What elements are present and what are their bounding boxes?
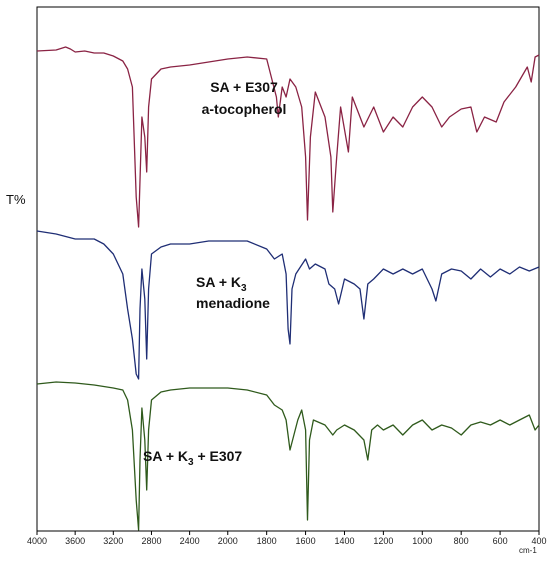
series-layer (36, 46, 540, 531)
annotation-mid-subscript: 3 (241, 283, 247, 294)
plot-frame (36, 6, 540, 532)
x-tick-label: 2000 (218, 536, 238, 546)
x-tick-label: 2800 (141, 536, 161, 546)
annotation-top-line1: SA + E307 (210, 79, 278, 95)
x-axis-unit: cm-1 (519, 546, 537, 555)
annotation-bottom: SA + K3 + E307 (143, 448, 242, 468)
spectrum-trace-1 (36, 46, 540, 228)
x-tick-label: 3200 (103, 536, 123, 546)
x-tick-label: 800 (454, 536, 469, 546)
x-tick-label: 600 (493, 536, 508, 546)
x-tick-label: 1400 (334, 536, 354, 546)
annotation-mid-line1: SA + K3 (196, 274, 247, 294)
x-tick-label: 3600 (65, 536, 85, 546)
annotation-bottom-post: + E307 (194, 448, 243, 464)
x-tick-label: 400 (531, 536, 546, 546)
annotation-mid-line2: menadione (196, 295, 270, 311)
x-tick-label: 2400 (180, 536, 200, 546)
x-tick-label: 1600 (296, 536, 316, 546)
x-tick-label: 4000 (27, 536, 47, 546)
x-axis-ticks: 4000 3600 3200 2800 2400 2000 1800 1600 1400 1200… (27, 531, 547, 546)
annotation-mid-main: SA + K (196, 274, 241, 290)
spectrum-trace-3 (36, 381, 540, 531)
x-tick-label: 1800 (257, 536, 277, 546)
x-tick-label: 1000 (412, 536, 432, 546)
annotation-top-line2: a-tocopherol (202, 101, 287, 117)
spectrum-trace-2 (36, 230, 540, 380)
annotation-bottom-subscript: 3 (188, 457, 194, 468)
annotation-bottom-pre: SA + K (143, 448, 188, 464)
y-axis-label: T% (6, 192, 26, 207)
x-tick-label: 1200 (373, 536, 393, 546)
